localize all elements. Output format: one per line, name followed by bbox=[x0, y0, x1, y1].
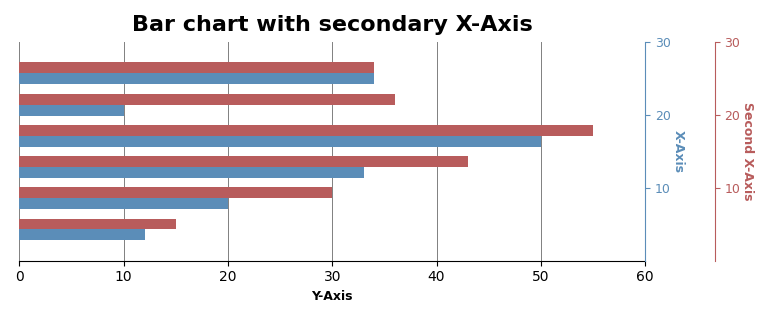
X-axis label: Y-Axis: Y-Axis bbox=[311, 290, 353, 303]
Bar bbox=[19, 187, 332, 198]
Bar bbox=[19, 167, 364, 178]
Title: Bar chart with secondary X-Axis: Bar chart with secondary X-Axis bbox=[131, 15, 533, 35]
Y-axis label: X-Axis: X-Axis bbox=[671, 130, 684, 173]
Bar bbox=[19, 156, 468, 167]
Bar bbox=[19, 93, 394, 105]
Bar bbox=[19, 125, 593, 136]
Y-axis label: Second X-Axis: Second X-Axis bbox=[741, 102, 754, 201]
Bar bbox=[19, 136, 541, 147]
Bar bbox=[19, 105, 124, 115]
Bar bbox=[19, 73, 374, 84]
Bar bbox=[19, 230, 145, 240]
Bar bbox=[19, 198, 228, 209]
Bar bbox=[19, 218, 176, 230]
Bar bbox=[19, 62, 374, 73]
